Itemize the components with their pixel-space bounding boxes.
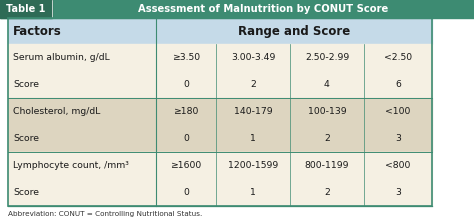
Text: ≥1600: ≥1600 — [170, 161, 201, 170]
Text: <100: <100 — [385, 107, 410, 116]
Text: Factors: Factors — [13, 24, 62, 37]
Text: Assessment of Malnutrition by CONUT Score: Assessment of Malnutrition by CONUT Scor… — [138, 4, 388, 14]
Text: ≥180: ≥180 — [173, 107, 199, 116]
Bar — [0, 0, 474, 18]
Text: 1: 1 — [250, 188, 256, 197]
Text: Score: Score — [13, 134, 39, 143]
Text: <800: <800 — [385, 161, 410, 170]
Text: 2: 2 — [324, 134, 330, 143]
Bar — [8, 18, 432, 44]
Text: 140-179: 140-179 — [234, 107, 272, 116]
Text: 2.50-2.99: 2.50-2.99 — [305, 53, 349, 62]
Bar — [8, 44, 432, 71]
Text: 3: 3 — [395, 188, 401, 197]
Text: 2: 2 — [324, 188, 330, 197]
Text: 800-1199: 800-1199 — [305, 161, 349, 170]
Text: Table 1: Table 1 — [6, 4, 46, 14]
Bar — [0, 0, 52, 18]
Text: 4: 4 — [324, 80, 330, 89]
Text: Range and Score: Range and Score — [238, 24, 350, 37]
Bar — [8, 71, 432, 98]
Text: 100-139: 100-139 — [308, 107, 346, 116]
Bar — [8, 152, 432, 179]
Text: Score: Score — [13, 188, 39, 197]
Text: 0: 0 — [183, 80, 189, 89]
Bar — [8, 18, 432, 206]
Text: 2: 2 — [250, 80, 256, 89]
Text: 3: 3 — [395, 134, 401, 143]
Bar — [8, 125, 432, 152]
Text: 0: 0 — [183, 134, 189, 143]
Text: Abbreviation: CONUT = Controlling Nutritional Status.: Abbreviation: CONUT = Controlling Nutrit… — [8, 211, 202, 217]
Text: 0: 0 — [183, 188, 189, 197]
Text: Lymphocyte count, /mm³: Lymphocyte count, /mm³ — [13, 161, 129, 170]
Text: 1200-1599: 1200-1599 — [228, 161, 278, 170]
Text: Score: Score — [13, 80, 39, 89]
Text: 3.00-3.49: 3.00-3.49 — [231, 53, 275, 62]
Text: 1: 1 — [250, 134, 256, 143]
Text: <2.50: <2.50 — [384, 53, 412, 62]
Text: Cholesterol, mg/dL: Cholesterol, mg/dL — [13, 107, 100, 116]
Text: ≥3.50: ≥3.50 — [172, 53, 200, 62]
Text: Serum albumin, g/dL: Serum albumin, g/dL — [13, 53, 110, 62]
Text: 6: 6 — [395, 80, 401, 89]
Bar — [8, 98, 432, 125]
Bar — [8, 179, 432, 206]
